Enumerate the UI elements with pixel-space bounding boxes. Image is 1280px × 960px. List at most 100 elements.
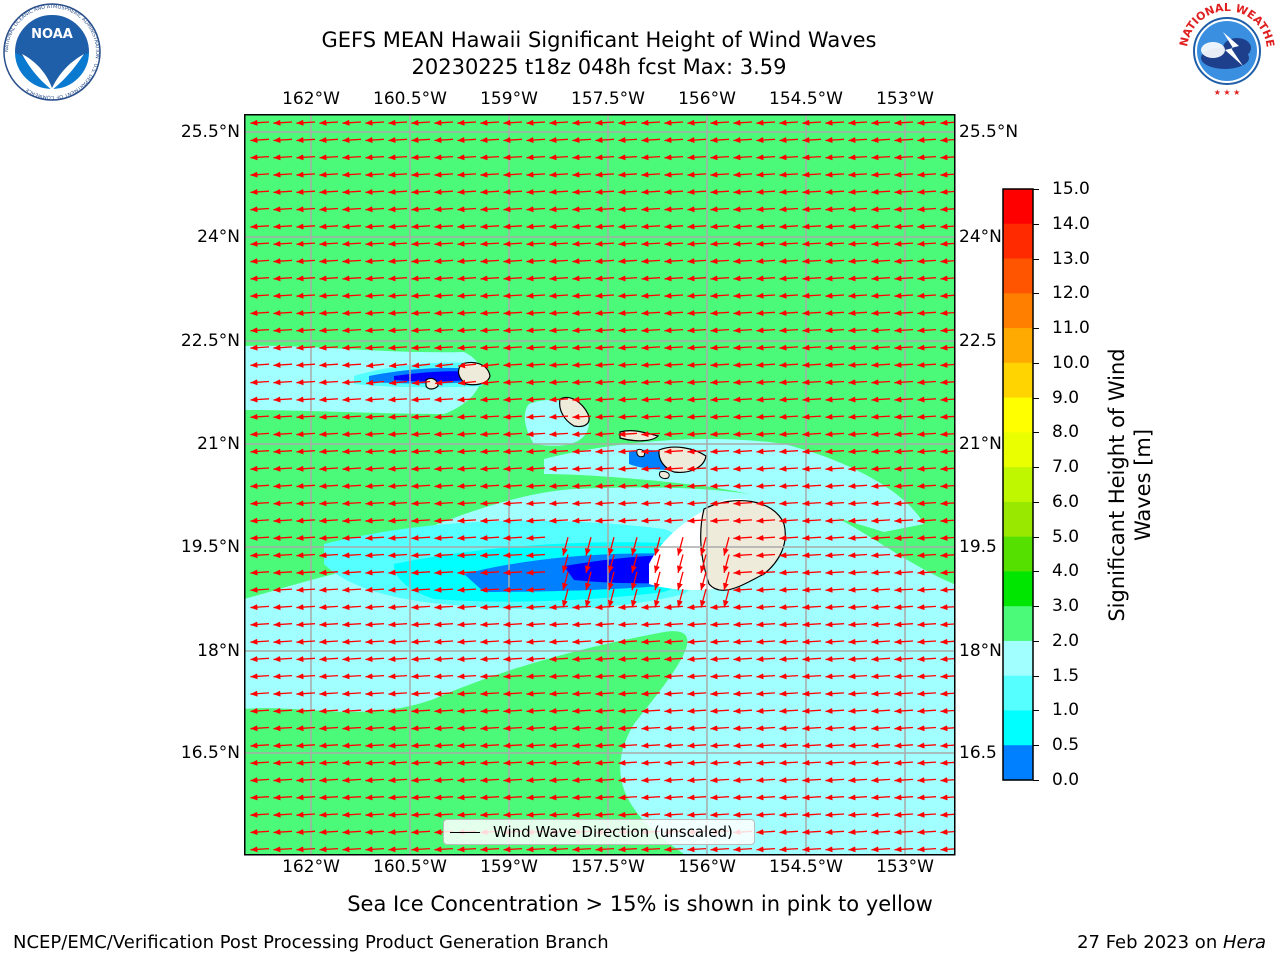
colorbar-tick-mark	[1033, 640, 1039, 642]
wave-direction-arrow	[388, 448, 408, 455]
wave-direction-arrow	[756, 137, 776, 144]
wave-direction-arrow	[503, 638, 523, 645]
wave-direction-arrow	[940, 483, 954, 490]
wave-direction-arrow	[250, 552, 270, 559]
wave-direction-arrow	[848, 448, 868, 455]
wave-direction-arrow	[618, 604, 638, 611]
wave-direction-arrow	[940, 344, 954, 351]
wave-direction-arrow	[388, 344, 408, 351]
wave-direction-arrow	[848, 517, 868, 524]
wave-direction-arrow	[411, 534, 431, 541]
wave-direction-arrow	[894, 465, 914, 472]
wave-direction-arrow	[296, 119, 316, 126]
wave-direction-arrow	[802, 154, 822, 161]
wave-direction-arrow	[779, 310, 799, 317]
wave-direction-arrow	[733, 137, 753, 144]
wave-direction-arrow	[871, 171, 891, 178]
wave-direction-arrow	[756, 206, 776, 213]
wave-direction-arrow	[894, 638, 914, 645]
wave-direction-arrow	[710, 206, 730, 213]
wave-direction-arrow	[342, 240, 362, 247]
wave-direction-arrow	[733, 517, 753, 524]
wave-direction-arrow	[434, 604, 454, 611]
wave-direction-arrow	[825, 119, 845, 126]
wave-direction-arrow	[641, 275, 661, 282]
wave-direction-arrow	[779, 137, 799, 144]
wave-direction-arrow	[687, 344, 707, 351]
colorbar-segment	[1003, 432, 1033, 468]
wave-direction-arrow	[273, 534, 293, 541]
wave-direction-arrow	[664, 310, 684, 317]
wave-direction-arrow	[250, 656, 270, 663]
wave-direction-arrow	[664, 258, 684, 265]
colorbar	[1002, 188, 1034, 781]
wave-direction-arrow	[917, 154, 937, 161]
wave-direction-arrow	[457, 292, 477, 299]
wave-direction-arrow	[848, 379, 868, 386]
wave-direction-arrow	[756, 310, 776, 317]
wave-direction-arrow	[411, 586, 431, 593]
wave-direction-arrow	[779, 621, 799, 628]
wave-direction-arrow	[756, 258, 776, 265]
wave-direction-arrow	[526, 379, 546, 386]
wave-direction-arrow	[848, 534, 868, 541]
wave-direction-arrow	[917, 465, 937, 472]
wave-direction-arrow	[296, 586, 316, 593]
wave-direction-arrow	[699, 537, 707, 556]
wave-direction-arrow	[687, 621, 707, 628]
wave-direction-arrow	[457, 413, 477, 420]
wave-direction-arrow	[319, 275, 339, 282]
wave-direction-arrow	[480, 552, 500, 559]
wave-direction-arrow	[940, 240, 954, 247]
wave-direction-arrow	[802, 465, 822, 472]
wave-direction-arrow	[342, 206, 362, 213]
wave-direction-arrow	[848, 258, 868, 265]
wave-direction-arrow	[319, 656, 339, 663]
wave-direction-arrow	[607, 571, 615, 591]
wave-direction-arrow	[779, 604, 799, 611]
wave-direction-arrow	[595, 327, 615, 334]
wave-direction-arrow	[710, 448, 730, 455]
wave-direction-arrow	[250, 448, 270, 455]
wave-direction-arrow	[549, 188, 569, 195]
wave-direction-arrow	[825, 431, 845, 438]
wave-direction-arrow	[480, 431, 500, 438]
wave-direction-arrow	[273, 188, 293, 195]
wave-direction-arrow	[618, 483, 638, 490]
wave-direction-arrow	[296, 500, 316, 507]
wave-direction-arrow	[779, 517, 799, 524]
wave-direction-arrow	[480, 171, 500, 178]
wave-direction-arrow	[411, 206, 431, 213]
wave-direction-arrow	[710, 604, 730, 611]
wave-direction-arrow	[802, 431, 822, 438]
wave-direction-arrow	[940, 327, 954, 334]
lon-label-top: 157.5°W	[571, 89, 645, 109]
wave-direction-arrow	[733, 327, 753, 334]
wave-direction-arrow	[526, 206, 546, 213]
colorbar-segment	[1003, 397, 1033, 433]
wave-direction-arrow	[250, 292, 270, 299]
wave-direction-arrow	[802, 500, 822, 507]
wave-direction-arrow	[526, 292, 546, 299]
wave-direction-arrow	[894, 586, 914, 593]
wave-direction-arrow	[273, 137, 293, 144]
wave-direction-arrow	[687, 258, 707, 265]
wave-direction-arrow	[411, 154, 431, 161]
wave-direction-arrow	[641, 344, 661, 351]
wave-direction-arrow	[457, 396, 477, 403]
wave-direction-arrow	[848, 656, 868, 663]
wave-direction-arrow	[457, 638, 477, 645]
wave-direction-arrow	[871, 379, 891, 386]
wave-direction-arrow	[894, 483, 914, 490]
legend-label: Wind Wave Direction (unscaled)	[493, 823, 733, 841]
wave-direction-arrow	[779, 361, 799, 368]
wave-direction-arrow	[411, 413, 431, 420]
wave-direction-arrow	[802, 604, 822, 611]
wave-direction-arrow	[250, 500, 270, 507]
wave-direction-arrow	[480, 517, 500, 524]
wave-direction-arrow	[802, 396, 822, 403]
wave-direction-arrow	[526, 344, 546, 351]
wave-direction-arrow	[365, 569, 385, 576]
wave-direction-arrow	[641, 621, 661, 628]
wave-direction-arrow	[457, 344, 477, 351]
